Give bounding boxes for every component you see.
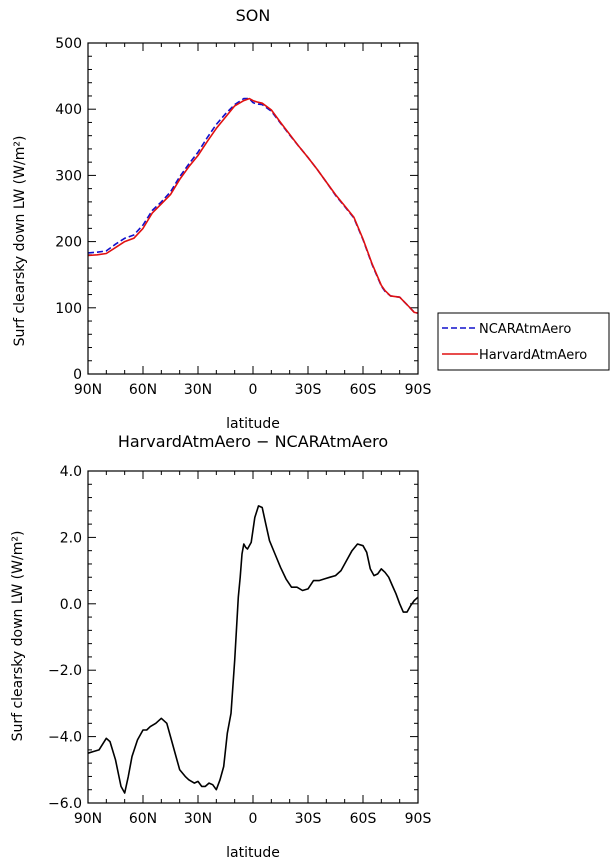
top-y-tick-label: 500 [55,36,82,52]
bottom-y-tick-label: −4.0 [48,730,82,746]
bottom-y-tick-label: −2.0 [48,663,82,679]
bottom-x-tick-label: 90S [405,811,432,827]
top-x-tick-label: 0 [249,382,258,398]
bottom-x-tick-label: 0 [249,811,258,827]
bottom-y-tick-label: −6.0 [48,796,82,812]
top-x-tick-label: 60S [350,382,377,398]
bottom-series-line-0 [87,505,419,794]
bottom-title: HarvardAtmAero − NCARAtmAero [118,432,388,451]
top-ylabel: Surf clearsky down LW (W/m²) [12,136,28,347]
top-x-tick-label: 90N [74,382,102,398]
top-y-tick-label: 0 [73,367,82,383]
top-series [87,97,419,314]
bottom-y-tick-label: 0.0 [60,597,82,613]
legend-box [437,312,610,371]
bottom-x-tick-label: 30S [295,811,322,827]
legend: NCARAtmAero HarvardAtmAero [437,312,610,371]
top-plot-frame [87,42,419,375]
top-panel: SON latitude Surf clearsky down LW (W/m²… [12,6,431,432]
legend-label-ncar: NCARAtmAero [479,322,571,337]
top-ticks: 90N 60N 30N 0 30S 60S 90S 0 100 200 300 400 500 [55,36,431,398]
bottom-x-tick-label: 90N [74,811,102,827]
top-x-tick-label: 90S [405,382,432,398]
top-title: SON [236,6,271,25]
top-xlabel: latitude [226,416,280,432]
top-series-line-1 [87,97,419,314]
top-x-tick-label: 30S [295,382,322,398]
top-x-tick-label: 60N [129,382,157,398]
bottom-panel: HarvardAtmAero − NCARAtmAero latitude Su… [10,432,431,861]
top-series-line-0 [87,97,419,314]
top-y-tick-label: 400 [55,102,82,118]
top-y-tick-label: 200 [55,235,82,251]
top-y-tick-label: 100 [55,301,82,317]
bottom-x-tick-label: 60N [129,811,157,827]
bottom-y-tick-label: 4.0 [60,464,82,480]
top-y-tick-label: 300 [55,168,82,184]
bottom-y-tick-label: 2.0 [60,530,82,546]
top-x-tick-label: 30N [184,382,212,398]
legend-label-harvard: HarvardAtmAero [479,348,587,363]
bottom-plot-frame [87,470,419,804]
bottom-x-tick-label: 30N [184,811,212,827]
bottom-ylabel: Surf clearsky down LW (W/m²) [10,531,26,742]
bottom-x-tick-label: 60S [350,811,377,827]
bottom-series [87,505,419,794]
bottom-ticks: 90N 60N 30N 0 30S 60S 90S −6.0 −4.0 −2.0 0.0 2.0 4.0 [48,464,431,827]
bottom-xlabel: latitude [226,845,280,861]
